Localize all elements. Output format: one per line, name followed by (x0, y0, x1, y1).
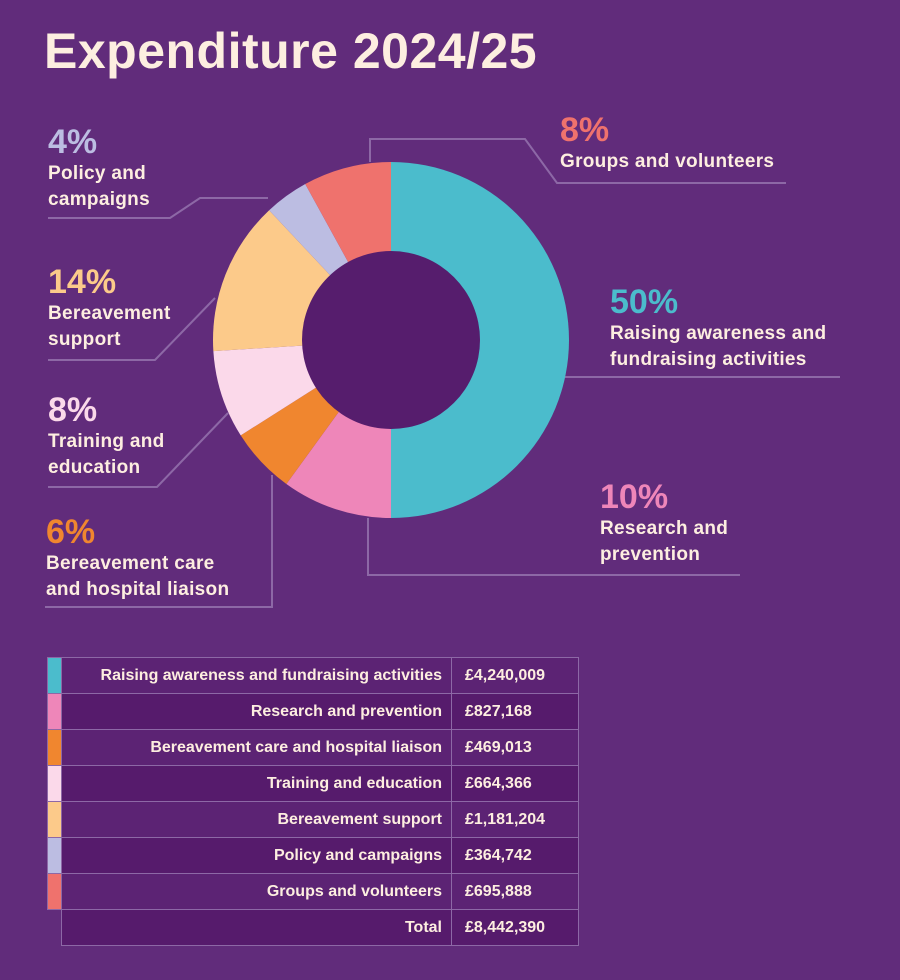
color-swatch (47, 873, 62, 910)
color-swatch (47, 729, 62, 766)
row-amount: £827,168 (451, 693, 579, 730)
leader-line (367, 518, 740, 576)
row-label: Training and education (61, 765, 452, 802)
color-swatch (47, 657, 62, 694)
category-label: Bereavement care and hospital liaison (46, 553, 230, 600)
table-row: Raising awareness and fundraising activi… (47, 657, 579, 694)
slice-label: 4% Policy and campaigns (48, 123, 168, 213)
total-row: Total £8,442,390 (48, 909, 579, 946)
table-row: Research and prevention £827,168 (47, 693, 579, 730)
category-label: Research and prevention (600, 518, 729, 565)
slice-label: 10% Research and prevention (600, 478, 750, 568)
row-label: Bereavement care and hospital liaison (61, 729, 452, 766)
slice-label: 6% Bereavement care and hospital liaison (46, 513, 246, 603)
table-row: Training and education £664,366 (47, 765, 579, 802)
category-label: Policy and campaigns (48, 163, 150, 210)
slice-label: 8% Groups and volunteers (560, 111, 820, 175)
category-label: Groups and volunteers (560, 151, 775, 172)
chart-title: Expenditure 2024/25 (44, 23, 538, 79)
expenditure-table: Raising awareness and fundraising activi… (47, 657, 579, 946)
category-label: Raising awareness and fundraising activi… (610, 323, 827, 370)
percent-label: 10% (600, 478, 669, 516)
category-label: Training and education (48, 431, 165, 478)
donut-hole (302, 251, 480, 429)
percent-label: 8% (48, 391, 98, 429)
row-amount: £695,888 (451, 873, 579, 910)
table-row: Bereavement support £1,181,204 (47, 801, 579, 838)
color-swatch (47, 801, 62, 838)
table-row: Groups and volunteers £695,888 (47, 873, 579, 910)
blank-cell (48, 910, 62, 946)
color-swatch (47, 765, 62, 802)
total-label: Total (61, 909, 452, 946)
row-label: Policy and campaigns (61, 837, 452, 874)
percent-label: 6% (46, 513, 96, 551)
row-label: Raising awareness and fundraising activi… (61, 657, 452, 694)
row-amount: £664,366 (451, 765, 579, 802)
row-amount: £1,181,204 (451, 801, 579, 838)
color-swatch (47, 693, 62, 730)
row-amount: £4,240,009 (451, 657, 579, 694)
leader-line (48, 412, 229, 488)
table-row: Bereavement care and hospital liaison £46… (47, 729, 579, 766)
leader-line (45, 475, 273, 608)
percent-label: 8% (560, 111, 610, 149)
leader-line (48, 197, 268, 219)
slice-label: 50% Raising awareness and fundraising act… (610, 283, 850, 373)
leader-lines (45, 138, 840, 608)
percent-label: 50% (610, 283, 679, 321)
row-label: Groups and volunteers (61, 873, 452, 910)
percent-label: 14% (48, 263, 117, 301)
slice-label: 14% Bereavement support (48, 263, 188, 353)
row-label: Bereavement support (61, 801, 452, 838)
row-amount: £364,742 (451, 837, 579, 874)
slice-label: 8% Training and education (48, 391, 178, 481)
row-label: Research and prevention (61, 693, 452, 730)
leader-line (369, 138, 786, 184)
row-amount: £469,013 (451, 729, 579, 766)
color-swatch (47, 837, 62, 874)
table-row: Policy and campaigns £364,742 (47, 837, 579, 874)
category-label: Bereavement support (48, 303, 171, 350)
total-amount: £8,442,390 (451, 909, 579, 946)
leader-line (48, 297, 216, 361)
percent-label: 4% (48, 123, 98, 161)
